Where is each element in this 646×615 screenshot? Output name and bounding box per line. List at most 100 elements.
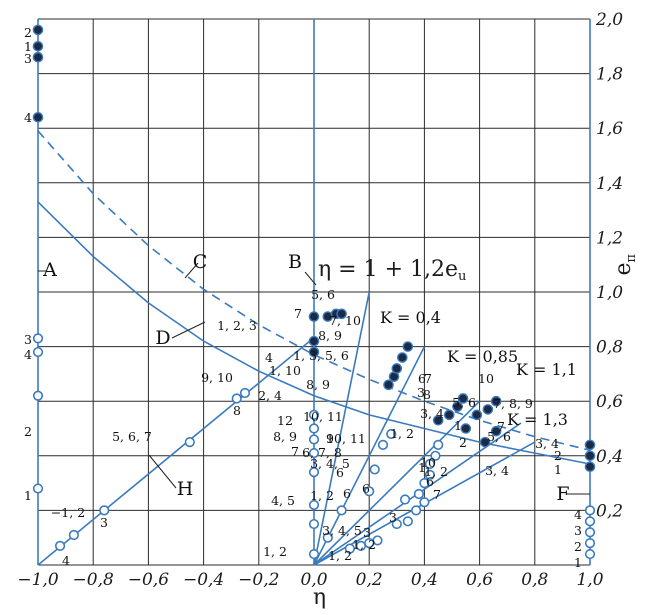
filled-data-point — [490, 395, 502, 407]
point-number-label: 2 — [24, 25, 32, 40]
y-axis-title: eп — [611, 254, 639, 276]
filled-data-point — [432, 415, 444, 426]
point-number-label: 3, 4, 5 — [310, 456, 350, 471]
y-axis-title-subscript: п — [624, 254, 639, 263]
point-number-label: 1 — [454, 418, 462, 433]
point-number-label: −1, 2 — [51, 505, 85, 520]
point-number-label: 5, 6 — [452, 395, 476, 410]
open-data-point — [32, 483, 44, 494]
point-number-label: 6 — [362, 481, 370, 496]
point-number-label: 7 — [497, 419, 505, 434]
filled-data-point — [584, 450, 596, 462]
point-number-label: 3, 4, 5 — [322, 523, 362, 538]
x-tick-label: −0,4 — [183, 570, 224, 590]
point-number-label: 7, 8, 9 — [493, 396, 533, 411]
point-number-label: 4 — [62, 553, 70, 568]
open-data-point — [308, 423, 320, 434]
point-number-label: 4, 5 — [271, 493, 295, 508]
point-number-label: 1, 2 — [390, 426, 414, 441]
point-number-label: 3 — [363, 525, 371, 540]
open-data-point — [239, 387, 251, 399]
x-tick-label: 1,0 — [576, 570, 603, 590]
open-data-point — [424, 469, 436, 481]
open-data-point — [364, 486, 375, 497]
point-number-label: 10, 11 — [326, 431, 366, 446]
point-number-label: 5, 6, 7 — [112, 429, 152, 444]
filled-data-point — [471, 409, 483, 421]
point-number-label: 3, 4 — [485, 463, 509, 478]
filled-data-point — [308, 346, 320, 358]
point-number-label: 1, 2 — [424, 464, 448, 479]
open-data-point — [308, 548, 320, 560]
point-number-label: 8, 9 — [306, 377, 330, 392]
open-data-point — [369, 464, 380, 475]
open-data-point — [584, 527, 596, 538]
y-tick-label: 0,6 — [596, 392, 623, 412]
point-number-label: 3 — [417, 385, 425, 400]
open-data-point — [411, 505, 422, 516]
point-number-label: 1, 10 — [269, 363, 301, 378]
curve-label-a: A — [42, 259, 57, 281]
point-number-label: 8 — [423, 387, 431, 402]
point-number-label: 7 — [433, 487, 441, 502]
point-number-label: 2 — [554, 448, 562, 463]
open-data-point — [584, 516, 596, 527]
filled-data-point — [383, 379, 394, 391]
point-number-label: 5, 6 — [487, 429, 511, 444]
open-data-point — [433, 439, 444, 450]
open-data-point — [386, 428, 397, 440]
open-data-point — [231, 393, 242, 404]
open-data-point — [308, 409, 320, 420]
y-tick-label: 1,4 — [596, 174, 623, 194]
point-number-label: 6 — [336, 465, 344, 480]
point-number-label: 6 — [343, 486, 351, 501]
point-number-label: 4 — [24, 110, 32, 125]
open-data-point — [308, 518, 320, 530]
open-data-point — [430, 450, 441, 461]
curve-label-f: F — [556, 483, 569, 505]
open-data-point — [419, 497, 430, 508]
label-leader-line — [304, 271, 317, 286]
point-number-label: 2 — [459, 435, 467, 450]
point-number-label: 12 — [277, 413, 293, 428]
curve-label-c: C — [193, 251, 208, 273]
point-number-label: 6 — [426, 474, 434, 489]
filled-data-point — [490, 425, 502, 437]
x-tick-label: 0,8 — [521, 570, 548, 590]
filled-data-point — [32, 41, 44, 52]
point-number-label: 7 — [424, 371, 432, 386]
filled-data-point — [336, 308, 347, 320]
open-data-point — [424, 458, 436, 470]
y-tick-label: 1,8 — [596, 65, 623, 85]
point-number-label: 4 — [265, 350, 273, 365]
open-data-point — [184, 437, 195, 448]
k-value-label: K = 0,85 — [447, 347, 518, 366]
point-number-label: 1 — [418, 460, 426, 475]
filled-data-point — [402, 341, 414, 352]
filled-data-point — [391, 363, 403, 374]
point-number-label: 7, 10 — [329, 313, 361, 328]
point-number-label: 7 — [291, 444, 299, 459]
y-tick-label: 2,0 — [595, 10, 623, 30]
point-number-label: 3 — [389, 510, 397, 525]
point-number-label: 4 — [574, 507, 582, 522]
y-tick-label: 1,2 — [596, 228, 623, 248]
x-tick-label: 0,2 — [356, 570, 383, 590]
open-data-point — [402, 516, 413, 527]
label-leader-line — [148, 454, 177, 489]
point-number-label: 10, 11 — [303, 409, 343, 424]
filled-data-point — [452, 401, 463, 412]
curve-line — [313, 400, 481, 566]
point-number-label: 10 — [420, 455, 436, 470]
open-data-point — [399, 494, 411, 505]
open-data-point — [99, 505, 110, 516]
point-number-label: 6, 7, 8 — [302, 445, 342, 460]
curve-label-b: B — [288, 251, 302, 273]
open-data-point — [308, 447, 320, 459]
point-number-label: 6 — [418, 371, 426, 386]
point-number-label: 2, 4 — [258, 388, 282, 403]
equation-subscript: u — [458, 269, 466, 284]
point-number-label: 3 — [574, 523, 582, 538]
filled-data-point — [308, 311, 320, 322]
